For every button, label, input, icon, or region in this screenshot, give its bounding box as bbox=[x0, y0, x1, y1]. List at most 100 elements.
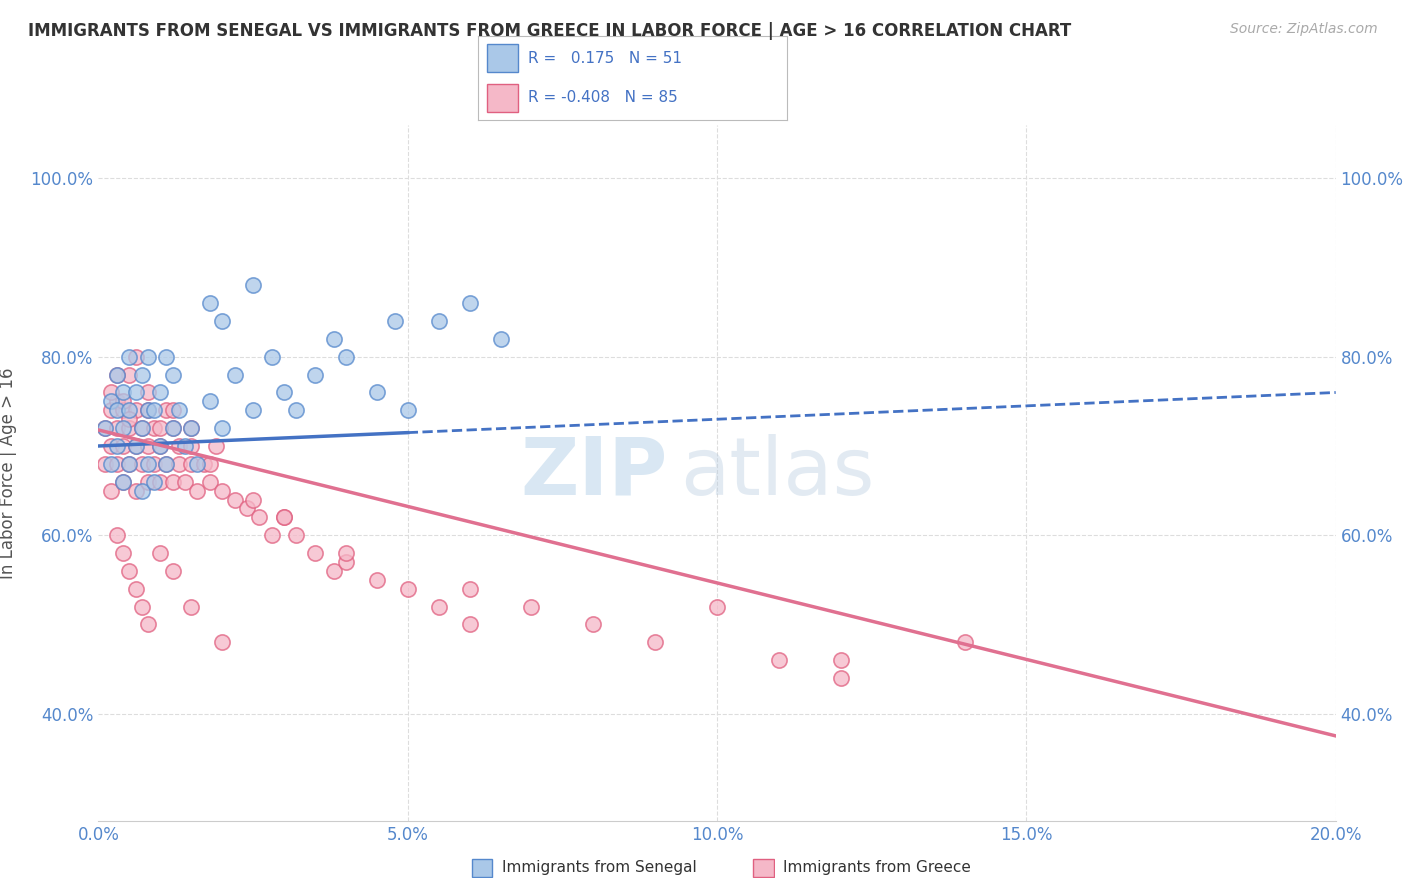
Point bbox=[384, 314, 406, 328]
Point bbox=[100, 439, 122, 453]
Point bbox=[162, 475, 184, 489]
Point bbox=[136, 403, 159, 417]
Point bbox=[100, 403, 122, 417]
Point bbox=[100, 483, 122, 498]
Point bbox=[396, 403, 419, 417]
Point bbox=[136, 475, 159, 489]
Point bbox=[211, 635, 233, 649]
Point bbox=[335, 555, 357, 569]
Point bbox=[118, 368, 141, 382]
Point bbox=[180, 421, 202, 435]
Text: Immigrants from Senegal: Immigrants from Senegal bbox=[502, 861, 697, 875]
Point bbox=[118, 564, 141, 578]
Point bbox=[149, 439, 172, 453]
Point bbox=[162, 368, 184, 382]
Point bbox=[93, 457, 115, 471]
Point bbox=[131, 457, 153, 471]
Point bbox=[105, 368, 128, 382]
Point bbox=[335, 350, 357, 364]
Point bbox=[124, 439, 146, 453]
Point bbox=[247, 510, 270, 524]
Point bbox=[131, 483, 153, 498]
Point bbox=[136, 617, 159, 632]
Text: R =   0.175   N = 51: R = 0.175 N = 51 bbox=[527, 51, 682, 66]
Point bbox=[174, 439, 197, 453]
Point bbox=[112, 385, 135, 400]
Point bbox=[93, 421, 115, 435]
Point bbox=[186, 483, 208, 498]
Point bbox=[830, 653, 852, 667]
Point bbox=[180, 457, 202, 471]
Text: Immigrants from Greece: Immigrants from Greece bbox=[783, 861, 972, 875]
Point bbox=[112, 439, 135, 453]
Point bbox=[155, 403, 177, 417]
Text: ZIP: ZIP bbox=[520, 434, 668, 512]
Point bbox=[93, 421, 115, 435]
Point bbox=[100, 457, 122, 471]
Point bbox=[118, 350, 141, 364]
Point bbox=[224, 368, 246, 382]
Point bbox=[198, 475, 221, 489]
Point bbox=[582, 617, 605, 632]
Point bbox=[273, 385, 295, 400]
Text: IMMIGRANTS FROM SENEGAL VS IMMIGRANTS FROM GREECE IN LABOR FORCE | AGE > 16 CORR: IMMIGRANTS FROM SENEGAL VS IMMIGRANTS FR… bbox=[28, 22, 1071, 40]
Point bbox=[193, 457, 215, 471]
Point bbox=[198, 457, 221, 471]
Point bbox=[366, 385, 388, 400]
Point bbox=[304, 368, 326, 382]
Point bbox=[149, 546, 172, 560]
Point bbox=[458, 582, 481, 596]
Point bbox=[118, 457, 141, 471]
Point bbox=[162, 403, 184, 417]
Point bbox=[136, 403, 159, 417]
Point bbox=[260, 528, 283, 542]
Point bbox=[124, 439, 146, 453]
Point bbox=[155, 457, 177, 471]
Point bbox=[427, 314, 450, 328]
Point bbox=[458, 617, 481, 632]
Point bbox=[322, 564, 344, 578]
Point bbox=[242, 403, 264, 417]
Point bbox=[186, 457, 208, 471]
Point bbox=[174, 475, 197, 489]
Point bbox=[335, 546, 357, 560]
Point bbox=[112, 403, 135, 417]
Point bbox=[105, 394, 128, 409]
Point bbox=[155, 457, 177, 471]
Point bbox=[136, 385, 159, 400]
Point bbox=[520, 599, 543, 614]
Point bbox=[118, 403, 141, 417]
Point bbox=[131, 599, 153, 614]
Point bbox=[167, 439, 190, 453]
Point bbox=[143, 403, 166, 417]
Point bbox=[211, 421, 233, 435]
Point bbox=[322, 332, 344, 346]
Point bbox=[205, 439, 228, 453]
Point bbox=[143, 475, 166, 489]
Y-axis label: In Labor Force | Age > 16: In Labor Force | Age > 16 bbox=[0, 367, 17, 579]
Point bbox=[112, 475, 135, 489]
Point bbox=[167, 403, 190, 417]
Point bbox=[149, 385, 172, 400]
Point bbox=[285, 403, 308, 417]
Point bbox=[105, 439, 128, 453]
Point bbox=[953, 635, 976, 649]
Point bbox=[136, 439, 159, 453]
Point bbox=[211, 314, 233, 328]
Point bbox=[211, 483, 233, 498]
Point bbox=[112, 475, 135, 489]
Point bbox=[124, 582, 146, 596]
Point bbox=[198, 296, 221, 310]
Point bbox=[162, 564, 184, 578]
Point bbox=[366, 573, 388, 587]
Point bbox=[304, 546, 326, 560]
Point bbox=[118, 457, 141, 471]
Text: R = -0.408   N = 85: R = -0.408 N = 85 bbox=[527, 90, 678, 105]
Point bbox=[155, 350, 177, 364]
Point bbox=[260, 350, 283, 364]
Point bbox=[100, 394, 122, 409]
Point bbox=[118, 412, 141, 426]
Point bbox=[143, 421, 166, 435]
Point bbox=[105, 457, 128, 471]
Point bbox=[167, 457, 190, 471]
